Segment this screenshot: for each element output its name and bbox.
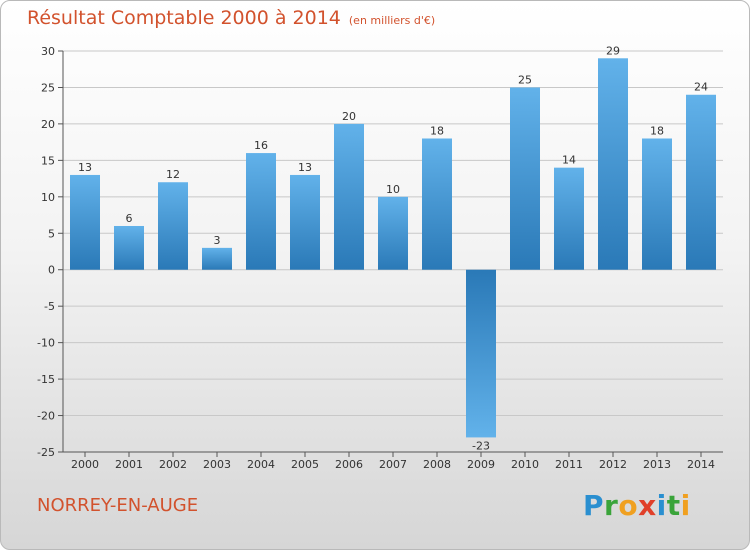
x-tick-label: 2012 <box>599 458 627 471</box>
y-tick-label: 10 <box>41 191 55 204</box>
data-label: 25 <box>518 73 532 86</box>
y-tick-label: -5 <box>44 300 55 313</box>
data-label: 13 <box>298 161 312 174</box>
x-tick-label: 2004 <box>247 458 275 471</box>
y-tick-label: 5 <box>48 227 55 240</box>
x-tick-label: 2002 <box>159 458 187 471</box>
data-label: 18 <box>430 124 444 137</box>
logo-letter: i <box>680 489 691 522</box>
unit-note: (en milliers d'€) <box>348 14 436 27</box>
bar <box>598 58 628 270</box>
x-tick-label: 2000 <box>71 458 99 471</box>
logo-letter: P <box>583 489 605 522</box>
bar <box>202 247 232 270</box>
bar <box>686 94 716 270</box>
bar <box>290 174 320 270</box>
logo-letter: x <box>638 489 657 522</box>
chart-title-text: Résultat Comptable 2000 à 2014 <box>27 7 341 29</box>
bar <box>334 123 364 270</box>
data-label: 14 <box>562 154 576 167</box>
bar <box>246 153 276 270</box>
bar <box>70 174 100 270</box>
bar <box>510 87 540 270</box>
data-label: 12 <box>166 168 180 181</box>
bar <box>554 167 584 270</box>
x-tick-label: 2003 <box>203 458 231 471</box>
data-label: 16 <box>254 139 268 152</box>
x-tick-label: 2008 <box>423 458 451 471</box>
data-label: 13 <box>78 161 92 174</box>
y-tick-label: -25 <box>37 446 55 459</box>
x-tick-label: 2005 <box>291 458 319 471</box>
logo-letter: r <box>604 489 619 522</box>
y-tick-label: 0 <box>48 264 55 277</box>
data-label: 24 <box>694 81 708 94</box>
bar <box>158 182 188 270</box>
logo-letter: t <box>666 489 681 522</box>
data-label: -23 <box>472 439 490 452</box>
y-tick-label: 15 <box>41 154 55 167</box>
x-tick-label: 2014 <box>687 458 715 471</box>
y-tick-label: -10 <box>37 337 55 350</box>
x-tick-label: 2009 <box>467 458 495 471</box>
x-tick-label: 2010 <box>511 458 539 471</box>
logo-letter: o <box>618 489 639 522</box>
x-tick-label: 2006 <box>335 458 363 471</box>
x-tick-label: 2001 <box>115 458 143 471</box>
bar <box>114 225 144 270</box>
y-tick-label: 25 <box>41 81 55 94</box>
data-label: 6 <box>126 212 133 225</box>
y-tick-label: -20 <box>37 410 55 423</box>
y-tick-label: 20 <box>41 118 55 131</box>
logo-letter: i <box>656 489 667 522</box>
x-tick-label: 2013 <box>643 458 671 471</box>
x-tick-label: 2007 <box>379 458 407 471</box>
x-tick-label: 2011 <box>555 458 583 471</box>
bar <box>378 196 408 270</box>
data-label: 18 <box>650 124 664 137</box>
data-label: 10 <box>386 183 400 196</box>
bar <box>422 138 452 270</box>
commune-name: NORREY-EN-AUGE <box>37 495 199 516</box>
data-label: 3 <box>214 234 221 247</box>
data-label: 29 <box>606 44 620 57</box>
data-label: 20 <box>342 110 356 123</box>
chart-title: Résultat Comptable 2000 à 2014 (en millie… <box>27 7 435 29</box>
y-tick-label: 30 <box>41 45 55 58</box>
proxiti-logo: Proxiti <box>583 489 691 522</box>
bar <box>642 138 672 270</box>
bar <box>466 269 496 438</box>
y-tick-label: -15 <box>37 373 55 386</box>
